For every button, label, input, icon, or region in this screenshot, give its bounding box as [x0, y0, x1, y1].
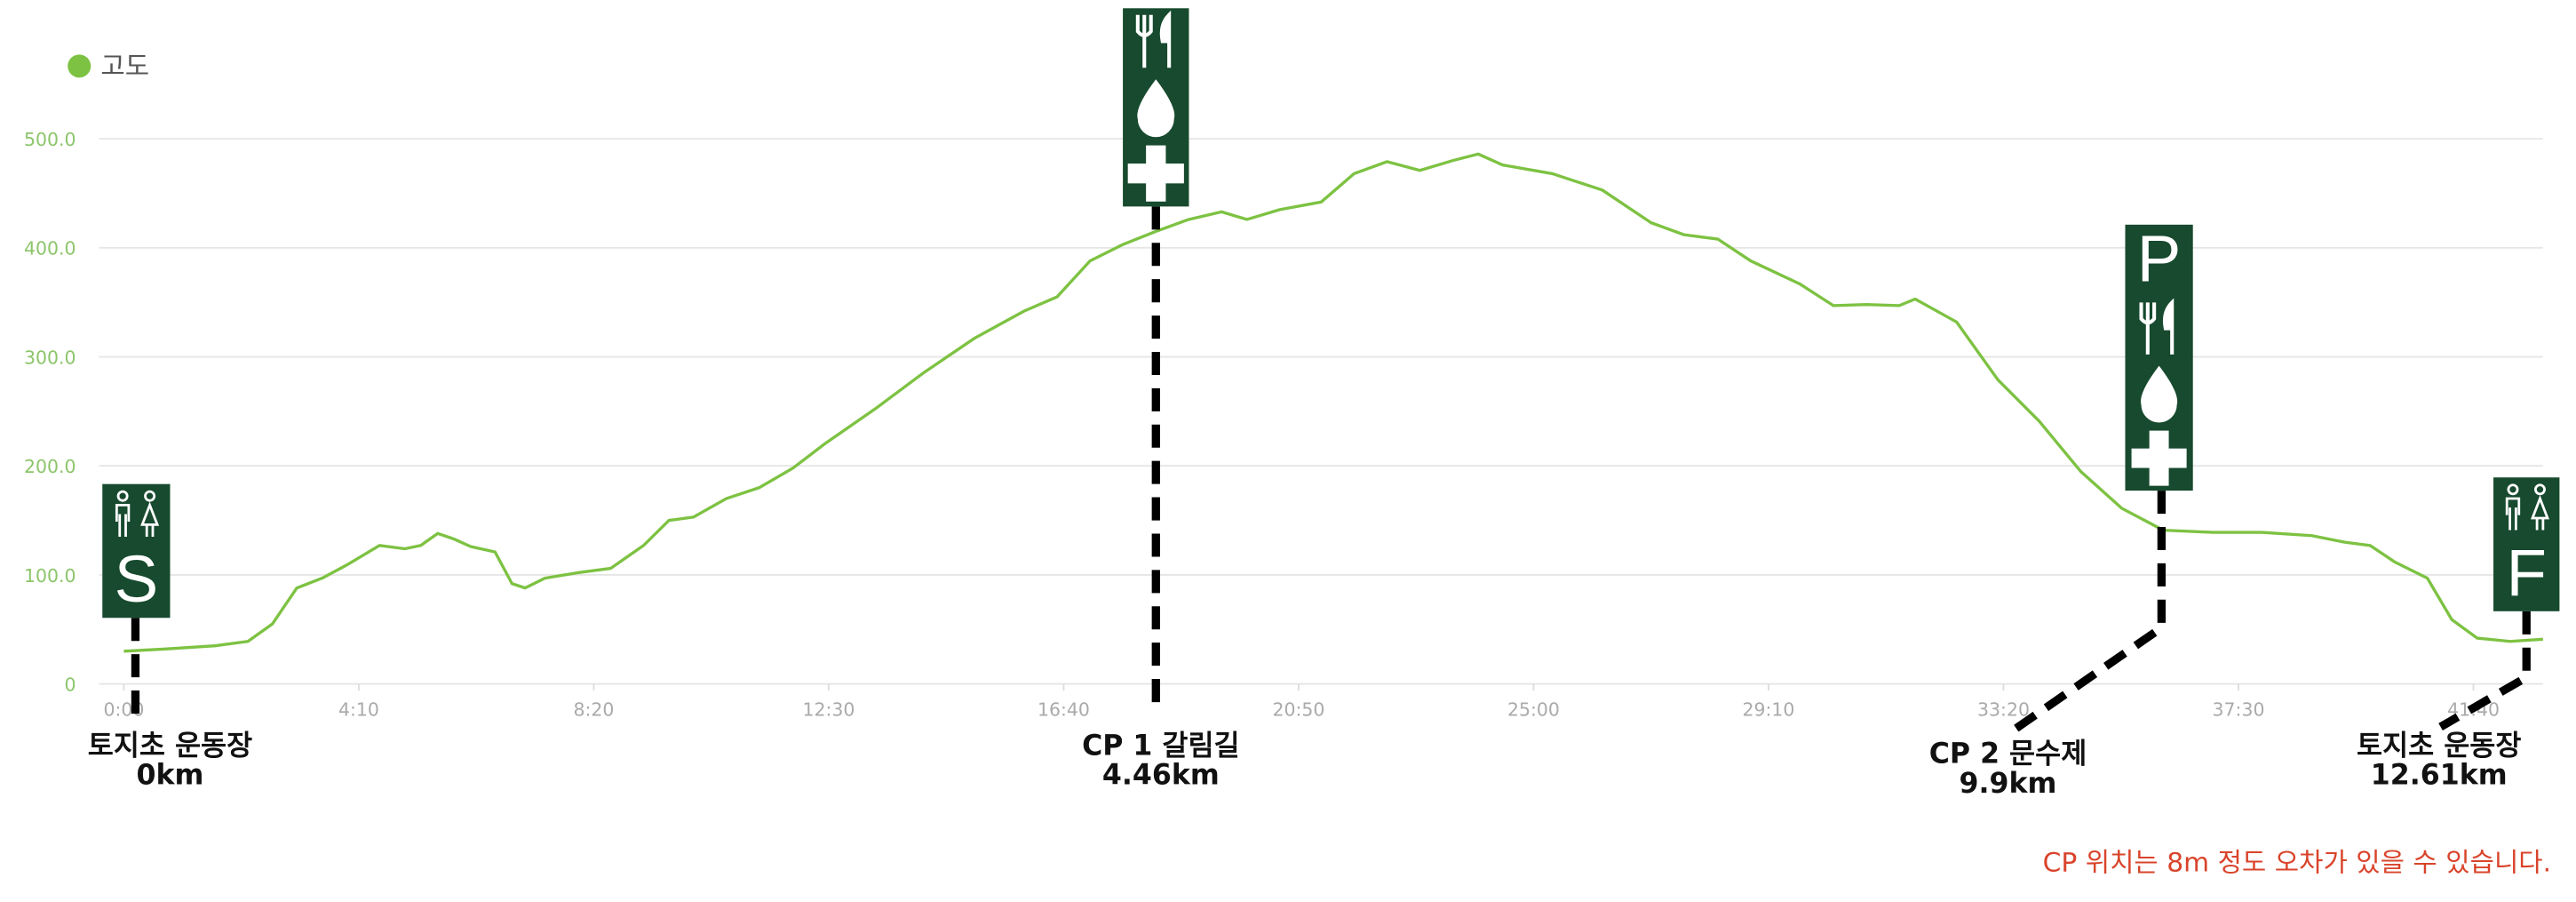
- fork-icon: [1135, 14, 1153, 68]
- sign-letter: F: [2507, 536, 2547, 610]
- y-tick-label: 300.0: [24, 347, 76, 368]
- toilet-icon: [140, 501, 160, 537]
- footnote: CP 위치는 8m 정도 오차가 있을 수 있습니다.: [2043, 848, 2552, 879]
- sign-letter: S: [115, 542, 159, 616]
- x-tick-label: 16:40: [1038, 698, 1090, 720]
- water-icon: [1137, 79, 1175, 138]
- checkpoint-pole: [2004, 491, 2167, 739]
- toilet-icon: [2530, 495, 2549, 531]
- first-aid-icon: [2149, 430, 2169, 486]
- toilet-icon: [116, 490, 129, 502]
- checkpoint-distance: 0km: [137, 760, 204, 792]
- x-tick-label: 25:00: [1507, 698, 1560, 720]
- y-tick-label: 0: [64, 674, 76, 695]
- x-tick-label: 4:10: [338, 698, 379, 720]
- toilet-icon: [2505, 497, 2521, 531]
- checkpoint-distance: 4.46km: [1102, 760, 1220, 792]
- checkpoint-name: CP 2 문수제: [1929, 738, 2087, 770]
- checkpoint-name: CP 1 갈림길: [1082, 730, 1240, 762]
- checkpoint-sign: [2493, 477, 2560, 611]
- knife-icon: [2162, 298, 2174, 355]
- elevation-line: [123, 152, 2543, 653]
- fork-icon: [2139, 302, 2157, 355]
- toilet-icon: [2507, 483, 2519, 496]
- first-aid-icon: [1146, 145, 1166, 202]
- y-tick-label: 500.0: [24, 129, 76, 150]
- knife-icon: [1159, 10, 1172, 68]
- x-tick-label: 8:20: [573, 698, 614, 720]
- checkpoint-pole: [2438, 611, 2531, 730]
- checkpoint-name: 토지초 운동장: [88, 730, 252, 762]
- x-tick-label: 12:30: [803, 698, 855, 720]
- toilet-icon: [2534, 483, 2546, 496]
- toilet-icon: [144, 490, 156, 502]
- checkpoint-distance: 12.61km: [2371, 760, 2508, 792]
- checkpoint-sign: [102, 483, 171, 619]
- y-tick-label: 200.0: [24, 456, 76, 477]
- sign-letter: P: [2137, 221, 2182, 295]
- x-tick-label: 20:50: [1273, 698, 1325, 720]
- checkpoint-distance: 9.9km: [1960, 768, 2057, 800]
- x-tick-label: 37:30: [2213, 698, 2265, 720]
- toilet-icon: [115, 504, 131, 537]
- water-icon: [2141, 365, 2178, 423]
- x-tick-label: 33:20: [1977, 698, 2030, 720]
- x-tick-label: 29:10: [1743, 698, 1795, 720]
- checkpoint-name: 토지초 운동장: [2357, 730, 2521, 762]
- legend-label: 고도: [100, 52, 149, 83]
- y-tick-label: 400.0: [24, 238, 76, 259]
- legend-marker: [68, 54, 91, 78]
- y-tick-label: 100.0: [24, 565, 76, 587]
